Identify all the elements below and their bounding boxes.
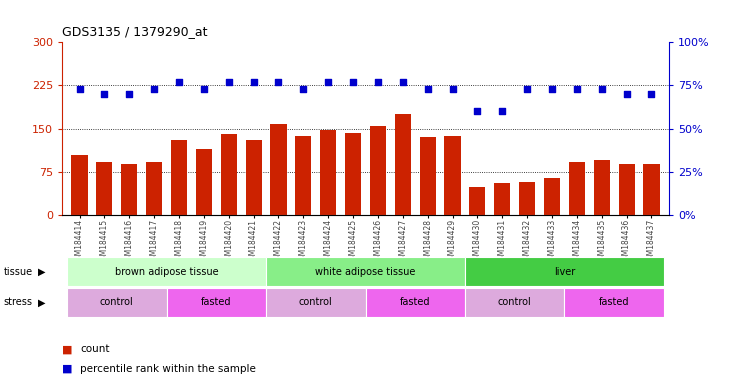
Point — [173, 79, 185, 85]
Point — [471, 108, 483, 114]
Point — [621, 91, 632, 97]
Point — [596, 86, 607, 92]
Point — [496, 108, 508, 114]
Bar — [167, 288, 266, 317]
Point — [99, 91, 110, 97]
Point — [223, 79, 235, 85]
Bar — [366, 288, 465, 317]
Point — [447, 86, 458, 92]
Point — [546, 86, 558, 92]
Bar — [270, 124, 287, 215]
Point — [571, 86, 583, 92]
Text: brown adipose tissue: brown adipose tissue — [115, 266, 219, 277]
Bar — [465, 288, 564, 317]
Bar — [320, 130, 336, 215]
Text: ■: ■ — [62, 364, 72, 374]
Bar — [345, 133, 361, 215]
Text: control: control — [299, 297, 333, 308]
Text: percentile rank within the sample: percentile rank within the sample — [80, 364, 257, 374]
Bar — [67, 257, 266, 286]
Point — [397, 79, 409, 85]
Text: fasted: fasted — [400, 297, 431, 308]
Bar — [221, 134, 237, 215]
Bar — [266, 257, 465, 286]
Point — [422, 86, 433, 92]
Bar — [246, 140, 262, 215]
Bar — [469, 187, 485, 215]
Bar — [266, 288, 366, 317]
Bar — [72, 155, 88, 215]
Point — [372, 79, 384, 85]
Bar — [420, 137, 436, 215]
Text: white adipose tissue: white adipose tissue — [315, 266, 416, 277]
Bar — [370, 126, 386, 215]
Bar — [146, 162, 162, 215]
Bar — [295, 136, 311, 215]
Bar — [564, 288, 664, 317]
Text: ▶: ▶ — [38, 297, 45, 308]
Text: fasted: fasted — [599, 297, 629, 308]
Bar — [121, 164, 137, 215]
Bar — [643, 164, 659, 215]
Bar — [196, 149, 212, 215]
Text: GDS3135 / 1379290_at: GDS3135 / 1379290_at — [62, 25, 208, 38]
Point — [347, 79, 359, 85]
Text: ■: ■ — [62, 344, 72, 354]
Bar — [465, 257, 664, 286]
Point — [273, 79, 284, 85]
Bar — [569, 162, 585, 215]
Bar — [544, 177, 560, 215]
Point — [74, 86, 86, 92]
Point — [124, 91, 135, 97]
Point — [521, 86, 533, 92]
Bar — [444, 136, 461, 215]
Bar — [494, 184, 510, 215]
Bar — [67, 288, 167, 317]
Point — [248, 79, 260, 85]
Point — [198, 86, 210, 92]
Text: count: count — [80, 344, 110, 354]
Bar — [171, 140, 187, 215]
Point — [645, 91, 657, 97]
Bar — [519, 182, 535, 215]
Text: control: control — [100, 297, 134, 308]
Bar — [395, 114, 411, 215]
Point — [298, 86, 309, 92]
Bar — [594, 161, 610, 215]
Text: ▶: ▶ — [38, 266, 45, 277]
Bar — [618, 164, 635, 215]
Point — [148, 86, 160, 92]
Text: control: control — [498, 297, 531, 308]
Point — [322, 79, 334, 85]
Bar — [96, 162, 113, 215]
Text: liver: liver — [554, 266, 575, 277]
Text: tissue: tissue — [4, 266, 33, 277]
Text: stress: stress — [4, 297, 33, 308]
Text: fasted: fasted — [201, 297, 232, 308]
